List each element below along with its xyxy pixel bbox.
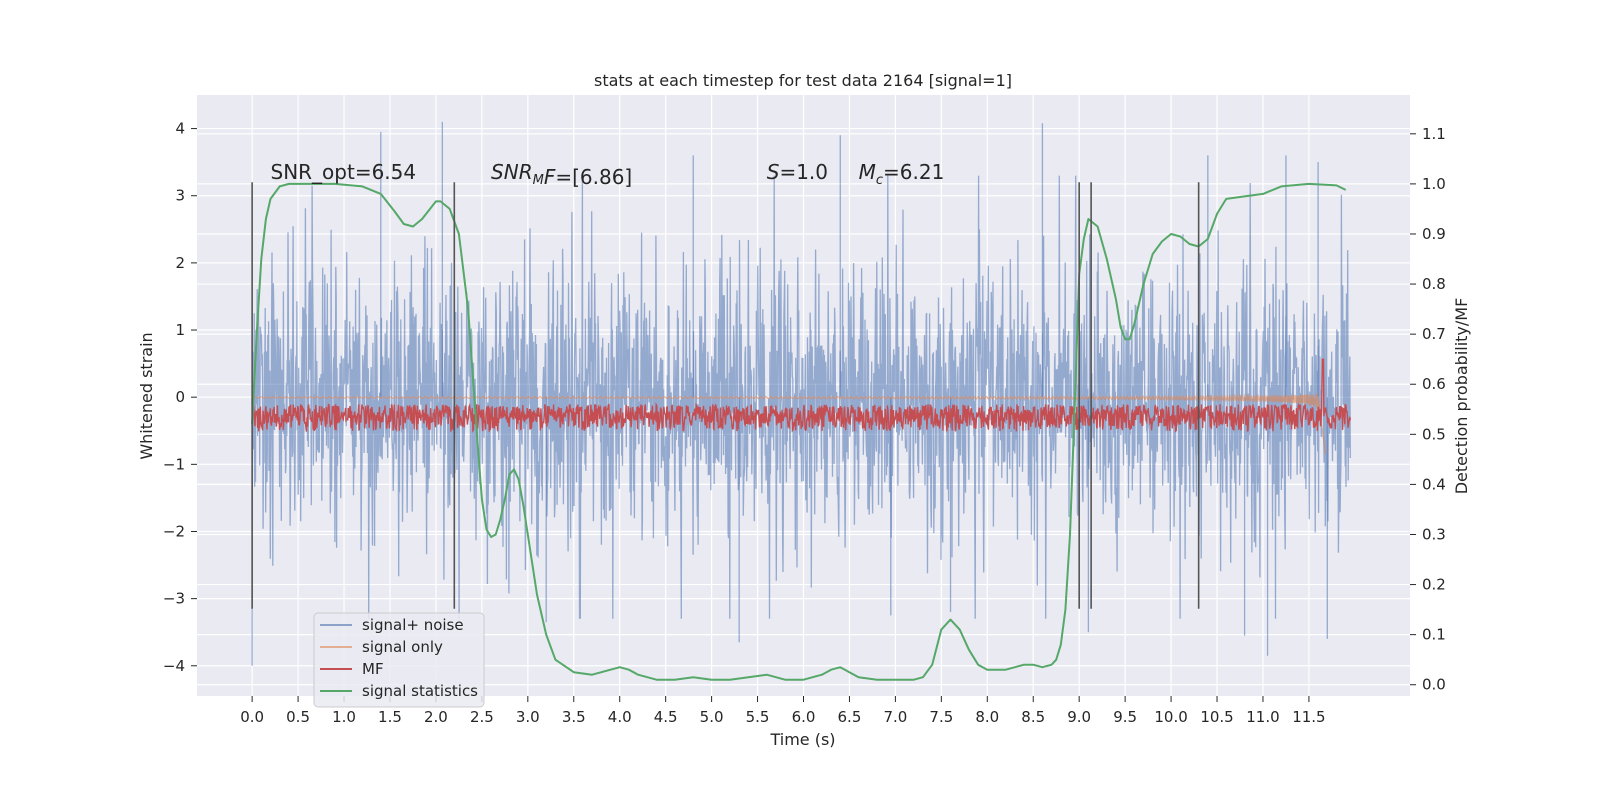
- x-tick-label-1: 0.5: [286, 708, 310, 726]
- chart-title: stats at each timestep for test data 216…: [594, 71, 1012, 90]
- x-tick-label-9: 4.5: [654, 708, 678, 726]
- y2-tick-label-10: 1.0: [1422, 175, 1446, 193]
- legend-label-0: signal+ noise: [362, 616, 464, 634]
- annotation-2-value: =1.0: [779, 160, 828, 184]
- x-axis-label: Time (s): [769, 730, 835, 749]
- y2-tick-label-8: 0.8: [1422, 275, 1446, 293]
- signal-statistics-line: [251, 182, 1347, 681]
- y2-tick-label-3: 0.3: [1422, 525, 1446, 543]
- y-tick-label-3: −1: [163, 455, 185, 473]
- x-tick-label-5: 2.5: [470, 708, 494, 726]
- annotations: SNR_opt=6.54 SNRMF=[6.86] S=1.0 Mc=6.21: [271, 160, 945, 189]
- annotation-1-var2: F: [544, 165, 556, 189]
- y2-tick-label-0: 0.0: [1422, 676, 1446, 694]
- legend-label-3: signal statistics: [362, 682, 478, 700]
- signal-only-line: [251, 393, 1327, 455]
- y2-tick-label-2: 0.2: [1422, 576, 1446, 594]
- y-tick-label-6: 2: [175, 254, 185, 272]
- y2-tick-label-7: 0.7: [1422, 325, 1446, 343]
- x-tick-label-0: 0.0: [240, 708, 264, 726]
- y-tick-label-7: 3: [175, 187, 185, 205]
- x-tick-label-6: 3.0: [516, 708, 540, 726]
- annotation-3: Mc=6.21: [859, 160, 945, 188]
- x-tick-label-14: 7.0: [883, 708, 907, 726]
- x-tick-label-3: 1.5: [378, 708, 402, 726]
- axis-ticks: 0.0 0.5 1.0 1.5 2.0 2.5 3.0 3.5 4.0 4.5 5.0 5.5 6.0 6…: [163, 120, 1446, 726]
- x-tick-label-15: 7.5: [929, 708, 953, 726]
- x-tick-label-11: 5.5: [746, 708, 770, 726]
- signal-noise-trace: [251, 121, 1351, 666]
- legend: signal+ noise signal only MF signal statist…: [313, 612, 485, 708]
- x-tick-label-18: 9.0: [1067, 708, 1091, 726]
- annotation-0: SNR_opt=6.54: [271, 160, 417, 184]
- y2-tick-label-11: 1.1: [1422, 125, 1446, 143]
- y2-tick-label-6: 0.6: [1422, 375, 1446, 393]
- legend-box: [313, 612, 485, 708]
- y-tick-label-8: 4: [175, 120, 185, 138]
- x-tick-label-20: 10.0: [1154, 708, 1187, 726]
- y-tick-label-2: −2: [163, 522, 185, 540]
- annotation-3-var: M: [859, 160, 876, 184]
- annotation-2: S=1.0: [767, 160, 828, 184]
- x-tick-label-19: 9.5: [1113, 708, 1137, 726]
- annotation-1-value: =[6.86]: [555, 165, 632, 189]
- signal-statistics-trace: [251, 182, 1347, 681]
- y-axis-label: Whitened strain: [137, 332, 156, 459]
- y-tick-label-5: 1: [175, 321, 185, 339]
- y-tick-label-1: −3: [163, 590, 185, 608]
- y2-tick-label-5: 0.5: [1422, 425, 1446, 443]
- y2-axis-label: Detection probability/MF: [1452, 298, 1471, 495]
- x-tick-label-17: 8.5: [1021, 708, 1045, 726]
- annotation-1-var: SNR: [491, 160, 533, 184]
- y2-tick-label-9: 0.9: [1422, 225, 1446, 243]
- annotation-3-value: =6.21: [883, 160, 944, 184]
- annotation-3-subscript: c: [876, 173, 883, 188]
- legend-label-1: signal only: [362, 638, 443, 656]
- vertical-markers: [251, 182, 1200, 609]
- annotation-1-subscript: M: [533, 173, 544, 188]
- x-tick-label-8: 4.0: [608, 708, 632, 726]
- x-tick-label-22: 11.0: [1246, 708, 1279, 726]
- mf-line: [251, 358, 1351, 433]
- y-tick-label-4: 0: [175, 388, 185, 406]
- x-tick-label-7: 3.5: [562, 708, 586, 726]
- x-tick-label-16: 8.0: [975, 708, 999, 726]
- x-tick-label-2: 1.0: [332, 708, 356, 726]
- signal-only-trace: [251, 393, 1327, 455]
- x-tick-label-23: 11.5: [1292, 708, 1325, 726]
- x-tick-label-21: 10.5: [1200, 708, 1233, 726]
- x-tick-label-13: 6.5: [838, 708, 862, 726]
- x-tick-label-12: 6.0: [792, 708, 816, 726]
- x-tick-label-4: 2.0: [424, 708, 448, 726]
- signal-noise-line: [251, 175, 1351, 619]
- y2-tick-label-4: 0.4: [1422, 475, 1446, 493]
- x-tick-label-10: 5.0: [700, 708, 724, 726]
- annotation-1: SNRMF=[6.86]: [491, 160, 632, 189]
- mf-trace: [251, 358, 1351, 433]
- legend-label-2: MF: [362, 660, 384, 678]
- y-tick-label-0: −4: [163, 657, 185, 675]
- annotation-2-var: S: [767, 160, 780, 184]
- y2-tick-label-1: 0.1: [1422, 626, 1446, 644]
